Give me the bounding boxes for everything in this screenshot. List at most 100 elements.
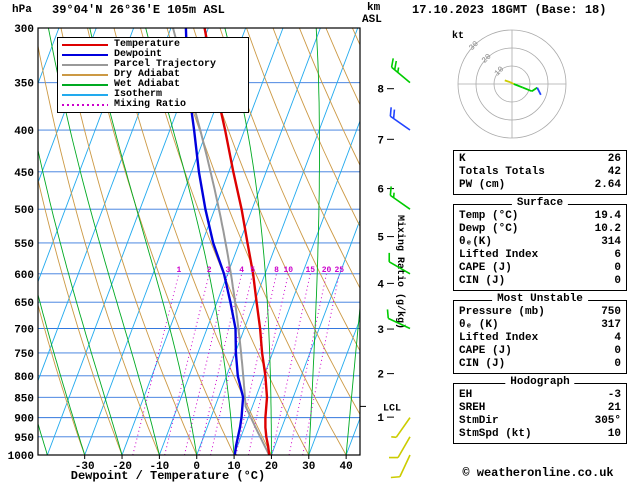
hodograph-trace-segment	[531, 86, 538, 92]
table-row: CAPE (J) 0	[454, 345, 626, 358]
row-value: 2.64	[594, 179, 621, 191]
dry-adiabat-line	[272, 28, 360, 228]
row-label: EH	[459, 389, 473, 401]
legend-item: Mixing Ratio	[62, 100, 244, 110]
row-label: CIN (J)	[459, 358, 506, 370]
table-row: StmDir 305°	[454, 415, 626, 428]
table-row: θₑ(K) 314	[454, 236, 626, 249]
wind-barb	[389, 186, 411, 210]
temp-tick-label: 40	[340, 461, 353, 473]
temp-axis-label: Dewpoint / Temperature (°C)	[70, 469, 266, 483]
indices-panel: K 26 Totals Totals 42 PW (cm) 2.64 Surface Temp…	[453, 150, 627, 453]
mixing-ratio-value: 25	[334, 266, 344, 275]
mixing-ratio-value: 2	[207, 266, 212, 275]
mixing-ratio-line	[164, 273, 210, 455]
row-value: 750	[601, 306, 621, 318]
hodograph-trace-segment	[536, 87, 542, 96]
mixing-ratio-value: 1	[176, 266, 181, 275]
dry-adiabat-line	[219, 28, 360, 352]
wet-adiabat-line	[145, 28, 235, 455]
dry-adiabat-line	[113, 28, 272, 455]
row-value: 6	[614, 249, 621, 261]
mixing-ratio-value: 15	[305, 266, 315, 275]
dry-adiabat-line	[87, 28, 235, 455]
row-label: Pressure (mb)	[459, 306, 545, 318]
row-label: PW (cm)	[459, 179, 506, 191]
mixing-ratio-axis-label: Mixing Ratio (g/kg)	[394, 215, 406, 329]
row-label: K	[459, 153, 466, 165]
legend-label: Temperature	[114, 39, 181, 50]
row-value: 10.2	[594, 223, 621, 235]
wet-adiabat-line	[38, 292, 86, 455]
pressure-tick-label: 900	[14, 414, 34, 426]
hodograph-trace-segment	[513, 83, 524, 89]
wet-adiabat-line	[89, 28, 198, 455]
pressure-tick-label: 950	[14, 433, 34, 445]
indices-box: K 26 Totals Totals 42 PW (cm) 2.64	[453, 150, 627, 195]
legend-swatch	[62, 94, 108, 96]
legend-label: Dry Adiabat	[114, 69, 181, 80]
section-most-unstable: Most Unstable Pressure (mb) 750 θₑ (K) 317 Li…	[453, 293, 627, 374]
mixing-ratio-value: 10	[283, 266, 293, 275]
row-label: θₑ (K)	[459, 319, 499, 331]
pressure-tick-label: 500	[14, 205, 34, 217]
mixing-ratio-value: 4	[239, 266, 244, 275]
km-tick-label: 2	[377, 370, 384, 382]
pressure-tick-label: 850	[14, 393, 34, 405]
pressure-tick-label: 600	[14, 270, 34, 282]
row-value: 0	[614, 275, 621, 287]
legend-swatch	[62, 74, 108, 76]
legend-swatch	[62, 64, 108, 66]
wet-adiabat-line	[47, 28, 160, 455]
wind-barb	[386, 309, 411, 330]
table-row: θₑ (K) 317	[454, 319, 626, 332]
legend-item: Temperature	[62, 40, 244, 50]
row-label: CAPE (J)	[459, 262, 512, 274]
table-row: CAPE (J) 0	[454, 262, 626, 275]
row-label: StmSpd (kt)	[459, 428, 532, 440]
row-value: 305°	[594, 415, 621, 427]
hodograph-ring-label: 10	[493, 65, 506, 78]
section-title: Most Unstable	[492, 293, 588, 305]
pressure-tick-label: 700	[14, 325, 34, 337]
legend-label: Isotherm	[114, 89, 163, 100]
km-tick-label: 3	[377, 325, 384, 337]
asl-axis-label: ASL	[362, 14, 382, 26]
legend-item: Isotherm	[62, 90, 244, 100]
row-label: Totals Totals	[459, 166, 545, 178]
mixing-ratio-line	[271, 273, 311, 455]
copyright: © weatheronline.co.uk	[462, 466, 614, 480]
row-value: 42	[607, 166, 621, 178]
temp-tick-label: 30	[302, 461, 315, 473]
wind-barb	[390, 454, 411, 479]
lcl-label: LCL	[383, 403, 401, 414]
dry-adiabat-line	[193, 28, 360, 416]
mixing-ratio-line	[235, 273, 277, 455]
row-value: 317	[601, 319, 621, 331]
pressure-tick-label: 450	[14, 168, 34, 180]
temperature-curve	[203, 28, 271, 455]
km-tick-label: 8	[377, 85, 384, 97]
row-value: 0	[614, 345, 621, 357]
mixing-ratio-line	[302, 273, 340, 455]
table-row: StmSpd (kt) 10	[454, 428, 626, 441]
pressure-tick-label: 800	[14, 372, 34, 384]
dry-adiabat-line	[38, 177, 123, 455]
row-value: 10	[607, 428, 621, 440]
legend-swatch	[62, 44, 108, 46]
isotherm-line	[121, 28, 284, 455]
legend-item: Dry Adiabat	[62, 70, 244, 80]
pressure-tick-label: 550	[14, 239, 34, 251]
isotherm-line	[196, 28, 359, 455]
mixing-ratio-value: 5	[250, 266, 255, 275]
table-row: Totals Totals 42	[454, 166, 626, 179]
legend-label: Parcel Trajectory	[114, 59, 217, 70]
section-title: Surface	[511, 197, 569, 209]
legend-item: Parcel Trajectory	[62, 60, 244, 70]
legend-label: Wet Adiabat	[114, 79, 181, 90]
pressure-tick-label: 750	[14, 349, 34, 361]
row-label: Dewp (°C)	[459, 223, 519, 235]
station-title: 39°04'N 26°36'E 105m ASL	[52, 3, 225, 17]
temp-tick-label: 20	[265, 461, 278, 473]
